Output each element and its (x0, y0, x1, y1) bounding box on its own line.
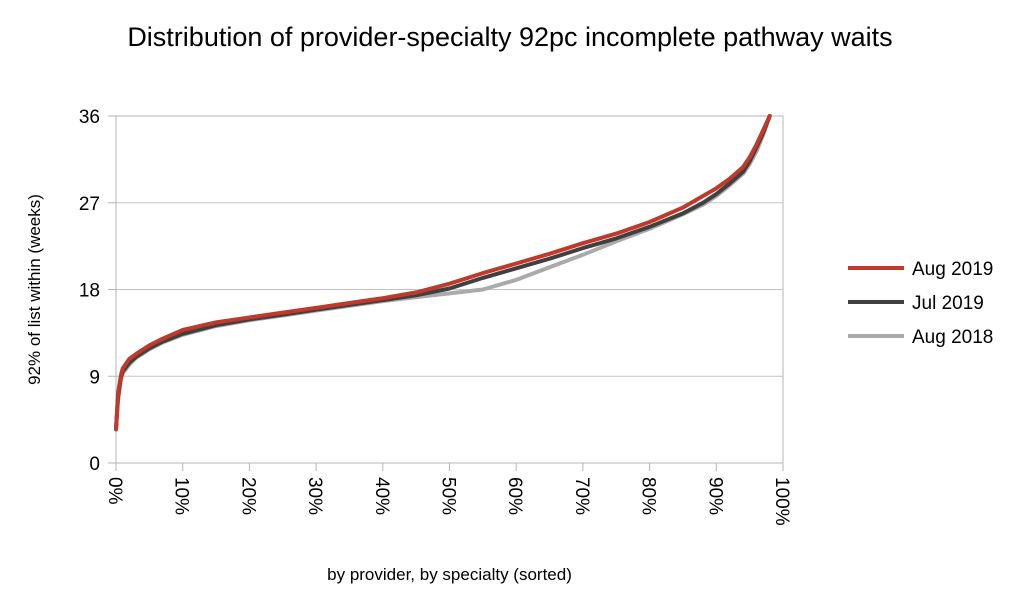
x-tick-label: 0% (104, 477, 125, 505)
x-tick-label: 50% (438, 477, 459, 515)
x-tick-label: 30% (304, 477, 325, 515)
x-axis-label: by provider, by specialty (sorted) (327, 565, 572, 584)
y-tick-label: 0 (89, 454, 100, 475)
x-tick-label: 90% (704, 477, 725, 515)
x-tick-label: 60% (504, 477, 525, 515)
legend-label-jul-2019: Jul 2019 (912, 293, 984, 314)
y-tick-label: 27 (79, 194, 100, 215)
chart-title: Distribution of provider-specialty 92pc … (127, 22, 892, 52)
x-tick-label: 70% (571, 477, 592, 515)
x-tick-label: 100% (771, 477, 792, 526)
x-tick-label: 40% (371, 477, 392, 515)
y-tick-label: 9 (89, 367, 100, 388)
legend-label-aug-2018: Aug 2018 (912, 327, 993, 348)
x-tick-label: 20% (237, 477, 258, 515)
series-lines (114, 114, 772, 432)
y-tick-label: 18 (79, 281, 100, 302)
legend-label-aug-2019: Aug 2019 (912, 259, 993, 280)
x-tick-label: 80% (638, 477, 659, 515)
y-tick-label: 36 (79, 107, 100, 128)
y-axis-label: 92% of list within (weeks) (25, 194, 44, 385)
x-axis: 0% 10% 20% 30% 40% 50% 60% 70% 80% 90% 100% (104, 463, 792, 526)
series-line-aug-2019 (114, 114, 772, 432)
series-line-jul-2019 (114, 114, 772, 432)
y-axis: 0 9 18 27 36 (79, 107, 116, 475)
x-tick-label: 10% (171, 477, 192, 515)
legend: Aug 2019 Jul 2019 Aug 2018 (848, 259, 993, 348)
series-line-aug-2018 (114, 114, 772, 432)
